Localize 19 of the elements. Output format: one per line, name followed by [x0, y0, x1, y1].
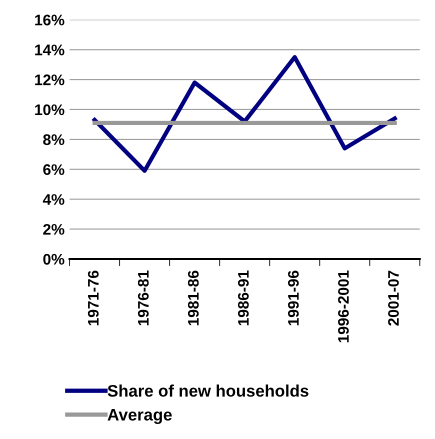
legend-label: Average [108, 409, 172, 424]
y-tick-label: 8% [43, 134, 64, 146]
legend-label: Share of new households [108, 384, 308, 397]
y-tick-label: 6% [43, 164, 64, 175]
y-tick-label: 0% [43, 254, 64, 265]
y-tick-label: 2% [43, 224, 64, 235]
x-tick-label: 1981-86 [188, 270, 199, 326]
x-tick-label: 1976-81 [138, 270, 149, 326]
y-tick-label: 14% [35, 44, 64, 56]
y-tick-label: 10% [35, 104, 64, 116]
y-tick-label: 4% [42, 194, 64, 205]
x-tick-label: 1986-91 [238, 270, 249, 326]
x-tick-label: 1971-76 [88, 270, 99, 326]
x-tick-label: 1996-2001 [338, 270, 349, 342]
x-tick-label: 2001-07 [388, 270, 399, 326]
line-series [92, 55, 397, 173]
y-tick-label: 12% [35, 74, 64, 86]
y-tick-label: 16% [35, 14, 64, 26]
x-tick-label: 1991-96 [288, 270, 299, 326]
